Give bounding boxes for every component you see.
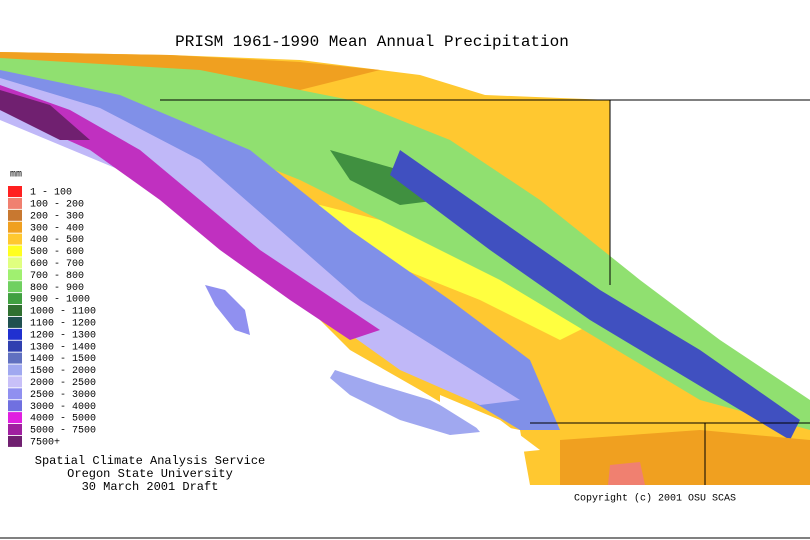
- credit: 30 March 2001 Draft: [82, 480, 219, 494]
- legend-swatch: [8, 364, 22, 376]
- legend-swatch: [8, 305, 22, 316]
- copyright: Copyright (c) 2001 OSU SCAS: [574, 493, 736, 505]
- legend-label: 5000 - 7500: [30, 426, 96, 437]
- legend-label: 300 - 400: [30, 223, 84, 234]
- legend-swatch: [8, 233, 22, 245]
- land-rockies: [390, 150, 800, 440]
- legend-label: 1 - 100: [30, 188, 72, 199]
- vancouver-island: [330, 370, 480, 435]
- legend-swatch: [8, 269, 22, 281]
- legend-label: 1100 - 1200: [30, 319, 96, 330]
- legend-label: 900 - 1000: [30, 295, 90, 306]
- legend-label: 500 - 600: [30, 247, 84, 258]
- terrain: [0, 52, 810, 485]
- legend-label: 2000 - 2500: [30, 378, 96, 389]
- land-green: [0, 58, 810, 430]
- legend-swatch: [8, 221, 22, 233]
- legend-label: 200 - 300: [30, 211, 84, 222]
- legend-swatch: [8, 435, 22, 447]
- legend-label: 1200 - 1300: [30, 330, 96, 341]
- map-title: PRISM 1961-1990 Mean Annual Precipitatio…: [175, 33, 569, 51]
- haida-gwaii: [205, 285, 250, 335]
- legend-label: 1000 - 1100: [30, 307, 96, 318]
- legend-swatch: [8, 209, 22, 221]
- legend-label: 400 - 500: [30, 235, 84, 246]
- borders: [0, 99, 810, 539]
- legend-swatch: [8, 245, 22, 257]
- legend-swatch: [8, 186, 22, 197]
- legend-label: 7500+: [30, 438, 60, 449]
- legend-swatch: [8, 281, 22, 293]
- credit: Oregon State University: [67, 467, 233, 481]
- land-yellow: [300, 200, 600, 340]
- legend-swatch: [8, 352, 22, 364]
- legend-swatch: [8, 412, 22, 424]
- legend-label: 700 - 800: [30, 271, 84, 282]
- legend-label: 1500 - 2000: [30, 366, 96, 377]
- legend-swatch: [8, 316, 22, 328]
- legend-label: 1300 - 1400: [30, 342, 96, 353]
- legend-unit: mm: [10, 170, 22, 181]
- legend-label: 1400 - 1500: [30, 354, 96, 365]
- legend-label: 3000 - 4000: [30, 402, 96, 413]
- legend-swatch: [8, 388, 22, 400]
- credit: Spatial Climate Analysis Service: [35, 454, 265, 468]
- legend-label: 600 - 700: [30, 259, 84, 270]
- land-south: [560, 430, 810, 485]
- land-darkpurple: [0, 90, 90, 140]
- legend-swatch: [8, 293, 22, 305]
- legend-swatch: [8, 424, 22, 435]
- legend-label: 100 - 200: [30, 200, 84, 211]
- sound: [440, 395, 540, 452]
- legend-swatch: [8, 376, 22, 388]
- legend-label: 800 - 900: [30, 283, 84, 294]
- legend-swatch: [8, 257, 22, 269]
- legend-swatch: [8, 340, 22, 352]
- legend-label: 2500 - 3000: [30, 390, 96, 401]
- legend-swatch: [8, 400, 22, 412]
- land-dry-spot: [608, 462, 645, 485]
- legend-swatch: [8, 328, 22, 340]
- legend-label: 4000 - 5000: [30, 414, 96, 425]
- land-purple: [0, 85, 380, 340]
- legend-swatch: [8, 197, 22, 209]
